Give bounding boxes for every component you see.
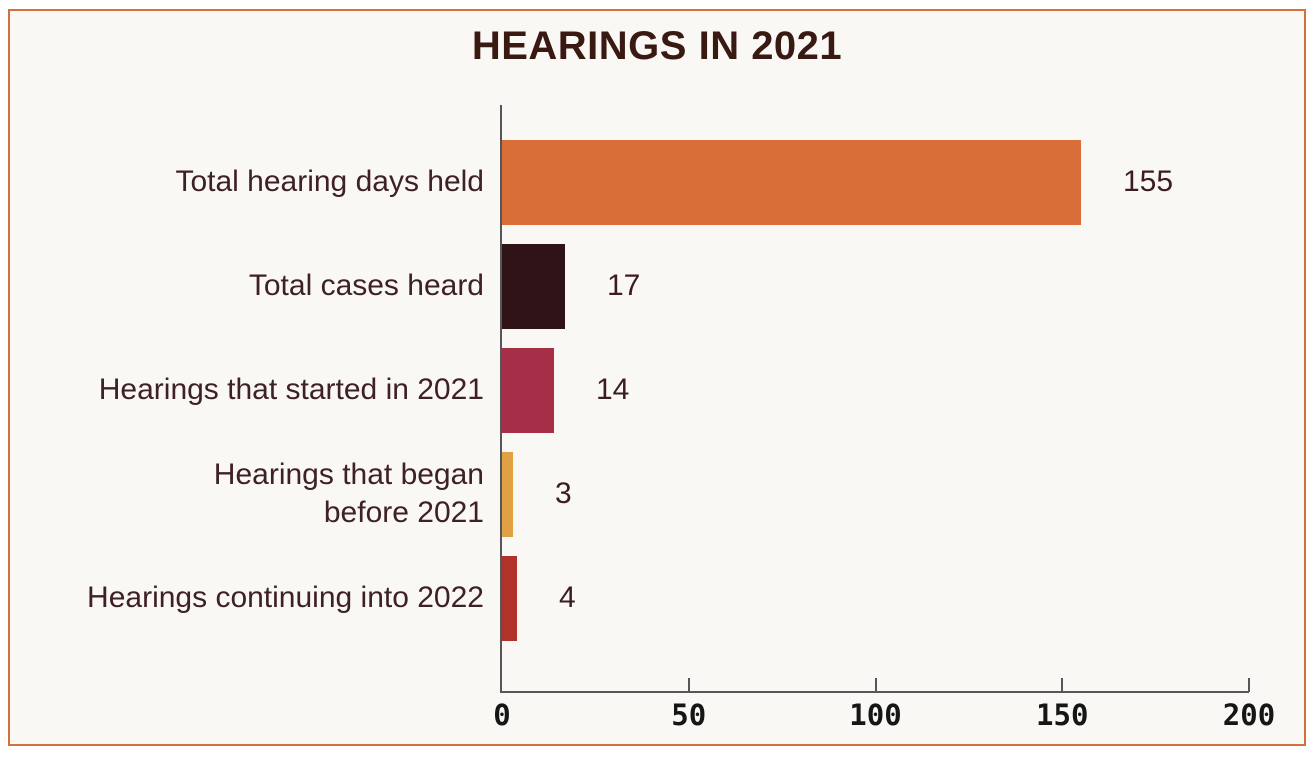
x-axis-tick-label: 200: [1222, 698, 1276, 732]
x-axis-tick: [874, 678, 877, 692]
x-axis-tick: [1248, 678, 1250, 692]
category-label: Hearings continuing into 2022: [87, 581, 484, 614]
x-axis-line: [500, 691, 1249, 693]
value-label: 14: [596, 373, 630, 406]
x-axis-tick-label: 50: [671, 698, 707, 732]
category-label: Total hearing days held: [175, 165, 484, 198]
value-label: 17: [607, 269, 641, 302]
bar: [502, 347, 554, 433]
x-axis-tick: [1061, 678, 1064, 692]
bar: [502, 139, 1081, 225]
chart-title: HEARINGS IN 2021: [471, 24, 843, 68]
x-axis-tick-label: 0: [493, 698, 511, 732]
value-label: 155: [1123, 165, 1174, 198]
x-axis-tick-label: 100: [849, 698, 902, 732]
category-label: Total cases heard: [248, 269, 484, 302]
value-label: 3: [555, 477, 572, 510]
x-axis-tick: [687, 678, 690, 692]
bar: [502, 243, 565, 329]
category-label: Hearings that started in 2021: [98, 373, 484, 406]
x-axis-tick-label: 150: [1036, 698, 1089, 732]
bar: [502, 451, 513, 537]
chart-frame-border: [8, 9, 1306, 746]
value-label: 4: [559, 581, 576, 614]
category-label: Hearings that began before 2021: [213, 458, 484, 529]
bar: [502, 555, 517, 641]
y-axis-spine: [500, 105, 502, 693]
